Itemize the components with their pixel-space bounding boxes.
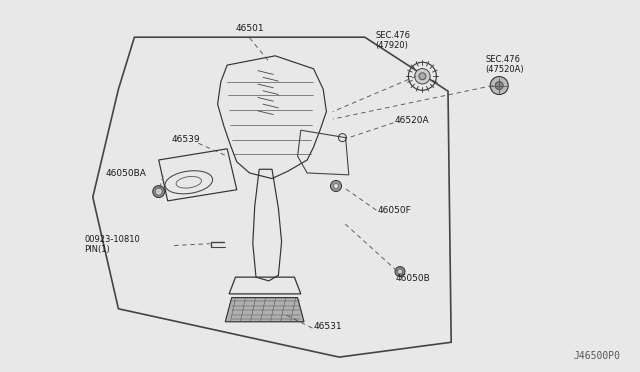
Text: SEC.476: SEC.476	[376, 31, 411, 40]
Text: J46500P0: J46500P0	[574, 351, 621, 361]
Text: PIN(1): PIN(1)	[84, 246, 110, 254]
Text: SEC.476: SEC.476	[485, 55, 520, 64]
Text: 46520A: 46520A	[395, 116, 429, 125]
Text: 46050F: 46050F	[378, 206, 412, 215]
Circle shape	[415, 68, 430, 84]
Text: 46539: 46539	[172, 135, 200, 144]
Circle shape	[395, 267, 405, 276]
Circle shape	[419, 73, 426, 80]
Circle shape	[490, 77, 508, 94]
Circle shape	[495, 81, 503, 90]
Text: 46050B: 46050B	[396, 274, 430, 283]
Circle shape	[397, 269, 403, 274]
Text: (47920): (47920)	[376, 41, 408, 50]
Circle shape	[330, 180, 342, 192]
Text: (47520A): (47520A)	[485, 65, 524, 74]
Text: 00923-10810: 00923-10810	[84, 235, 140, 244]
Polygon shape	[225, 298, 304, 322]
Text: 46050BA: 46050BA	[106, 169, 147, 178]
Text: 46501: 46501	[236, 25, 264, 33]
Circle shape	[156, 188, 162, 195]
Circle shape	[153, 186, 164, 198]
Circle shape	[333, 183, 339, 189]
Text: 46531: 46531	[314, 322, 342, 331]
